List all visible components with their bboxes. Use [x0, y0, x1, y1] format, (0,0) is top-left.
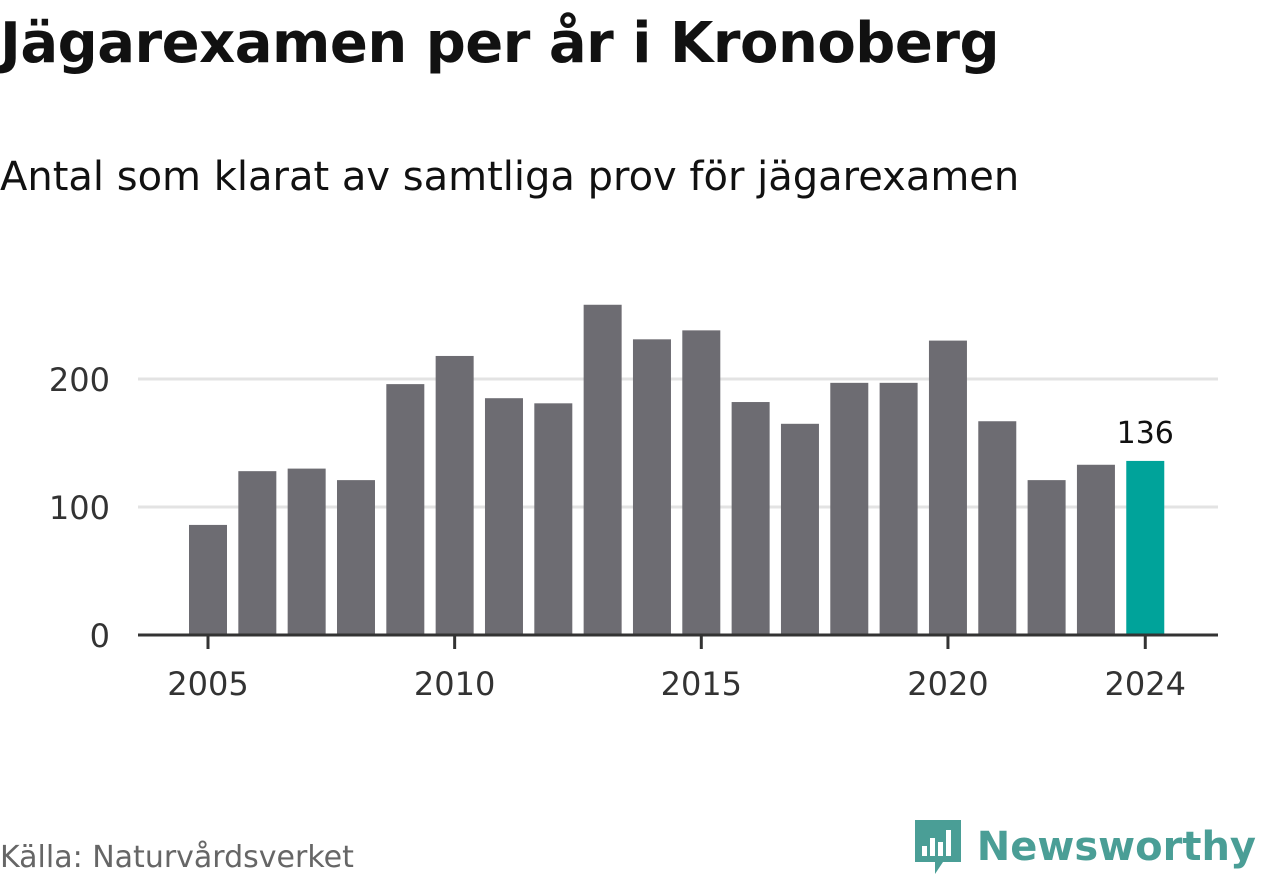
bar-2017: [780, 423, 819, 635]
bar-2012: [534, 403, 573, 635]
bar-2021: [978, 421, 1017, 635]
bar-2016: [731, 402, 770, 635]
bar-2009: [386, 384, 425, 635]
x-tick-label: 2010: [414, 665, 495, 703]
bar-2008: [336, 480, 375, 635]
x-tick-label: 2015: [661, 665, 742, 703]
newsworthy-logo-icon: [914, 820, 961, 874]
bar-2022: [1027, 480, 1066, 635]
x-tick-label: 2020: [907, 665, 988, 703]
bar-2011: [484, 398, 523, 635]
bar-2023: [1076, 464, 1115, 635]
bar-2010: [435, 355, 474, 635]
brand-logo[interactable]: Newsworthy: [913, 818, 1256, 876]
bar-2013: [583, 304, 622, 635]
bar-2005: [189, 524, 227, 635]
bars: [189, 304, 1165, 635]
bar-2007: [287, 468, 326, 635]
axes: [138, 633, 1218, 649]
bar-2015: [682, 330, 721, 635]
chart-subtitle: Antal som klarat av samtliga prov för jä…: [0, 154, 1020, 200]
y-tick-label: 200: [49, 361, 110, 399]
y-tick-label: 0: [90, 617, 110, 655]
x-tick-label: 2005: [167, 665, 248, 703]
bar-2024: [1126, 460, 1165, 635]
bar-2006: [238, 471, 277, 635]
bar-2018: [830, 382, 869, 635]
y-tick-label: 100: [49, 489, 110, 527]
source-note: Källa: Naturvårdsverket: [0, 840, 354, 875]
bar-2014: [632, 339, 671, 635]
data-label-highlight: 136: [1117, 416, 1174, 451]
x-tick-label: 2024: [1105, 665, 1186, 703]
bar-2019: [879, 382, 918, 635]
chart-title: Jägarexamen per år i Kronoberg: [0, 11, 1000, 76]
labels: 0 100 200 2005 2010 2015 2020 2024 136: [49, 361, 1186, 703]
brand-name: Newsworthy: [976, 824, 1256, 870]
bar-2020: [928, 340, 967, 635]
